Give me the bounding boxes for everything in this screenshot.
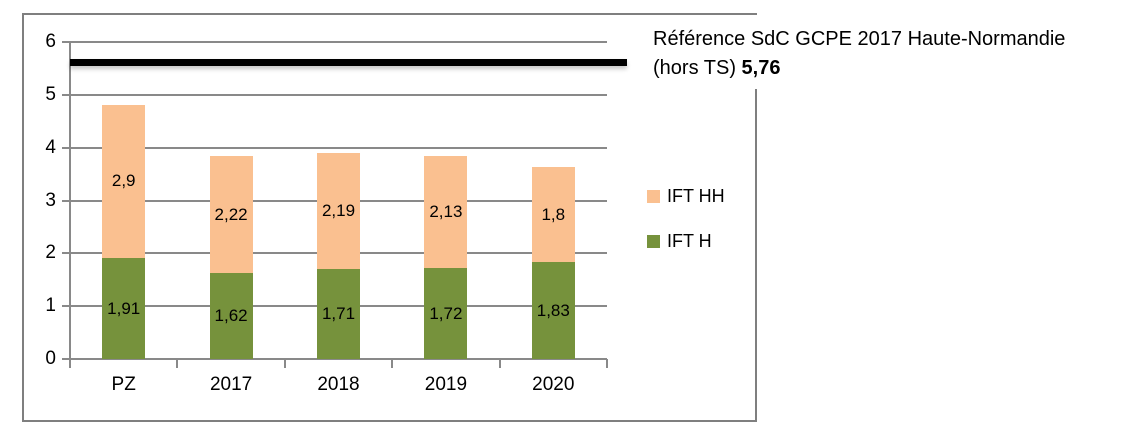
reference-line xyxy=(70,59,627,67)
legend-swatch xyxy=(647,189,660,203)
y-axis-tick xyxy=(62,93,70,96)
reference-value: 5,76 xyxy=(741,57,781,79)
reference-annotation-line1: Référence SdC GCPE 2017 Haute-Normandie xyxy=(653,28,1066,50)
x-axis-tick xyxy=(606,359,608,368)
x-axis-tick xyxy=(498,359,501,368)
x-axis-category-label: 2018 xyxy=(317,374,360,395)
gridline xyxy=(70,41,607,43)
bar-segment-ift-hh xyxy=(317,152,360,269)
bar-segment-ift-hh xyxy=(531,167,575,263)
x-axis-category-label: 2020 xyxy=(532,374,575,395)
y-axis-tick xyxy=(62,146,70,149)
y-axis-tick xyxy=(62,252,70,255)
y-axis-tick xyxy=(62,41,70,43)
y-axis-tick-label: 2 xyxy=(45,242,56,264)
bar-value-label: 2,22 xyxy=(214,204,248,224)
bar-segment-ift-hh xyxy=(102,104,146,259)
bar-value-label: 2,19 xyxy=(321,200,356,220)
x-axis-category-label: 2017 xyxy=(209,374,253,395)
y-axis-tick-label: 4 xyxy=(45,136,56,158)
bar-segment-ift-h xyxy=(424,268,468,359)
x-axis-tick xyxy=(283,359,286,368)
x-axis-category-label: PZ xyxy=(111,374,136,395)
bar-value-label: 1,83 xyxy=(536,300,570,320)
bar-segment-ift-h xyxy=(531,262,575,359)
legend-swatch xyxy=(647,234,660,248)
x-axis-category-label: 2019 xyxy=(424,374,468,395)
y-axis-tick-label: 1 xyxy=(45,295,56,317)
bar-value-label: 1,72 xyxy=(429,303,463,323)
y-axis-tick-label: 5 xyxy=(45,83,56,105)
bar-value-label: 1,91 xyxy=(107,298,141,318)
bar-segment-ift-hh xyxy=(209,156,253,274)
reference-annotation-prefix: (hors TS) xyxy=(653,57,742,79)
y-axis-tick-label: 0 xyxy=(45,348,56,369)
y-axis-tick-label: 3 xyxy=(45,189,56,211)
legend-item: IFT HH xyxy=(647,186,725,206)
bar-value-label: 2,13 xyxy=(429,201,463,221)
bar-value-label: 2,9 xyxy=(111,171,136,191)
bar-value-label: 1,8 xyxy=(541,204,566,224)
reference-annotation-line2: (hors TS) 5,76 xyxy=(653,54,1120,83)
bar-value-label: 1,62 xyxy=(214,306,248,326)
y-axis-tick xyxy=(62,358,70,360)
legend-label: IFT HH xyxy=(667,186,725,206)
bar-value-label: 1,71 xyxy=(321,303,356,323)
bar-segment-ift-h xyxy=(102,258,146,359)
bar-segment-ift-h xyxy=(209,273,253,359)
gridline xyxy=(70,93,607,96)
legend: IFT HH IFT H xyxy=(647,186,725,276)
gridline xyxy=(70,146,607,149)
legend-label: IFT H xyxy=(667,231,712,251)
x-axis-tick xyxy=(176,359,179,368)
bar-segment-ift-hh xyxy=(424,155,468,269)
y-axis-line xyxy=(69,42,71,368)
y-axis-tick-label: 6 xyxy=(45,31,56,52)
gridline xyxy=(70,358,607,360)
bar-segment-ift-h xyxy=(317,268,360,359)
x-axis-tick xyxy=(391,359,394,368)
reference-annotation: Référence SdC GCPE 2017 Haute-Normandie … xyxy=(640,15,1120,89)
y-axis-tick xyxy=(62,305,70,308)
y-axis-tick xyxy=(62,199,70,202)
legend-item: IFT H xyxy=(647,231,725,251)
